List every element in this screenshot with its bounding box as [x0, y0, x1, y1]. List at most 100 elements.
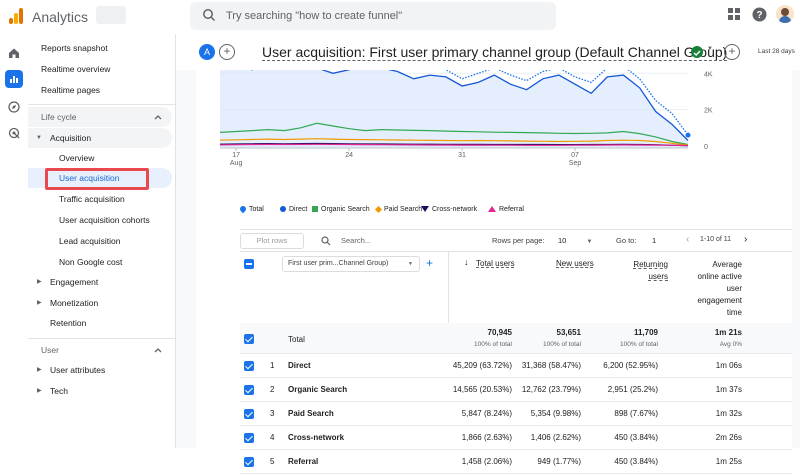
total-row-checkbox[interactable] — [244, 334, 254, 344]
row-checkbox[interactable] — [244, 433, 254, 443]
add-report-button[interactable]: + — [724, 44, 740, 60]
nav-user-attributes[interactable]: ▶ User attributes — [28, 360, 172, 380]
advertising-icon[interactable] — [5, 124, 23, 142]
series-line-organic-search — [220, 122, 689, 146]
app-title[interactable]: Analytics — [32, 9, 89, 25]
legend-item[interactable]: Paid Search — [374, 205, 423, 213]
analytics-logo[interactable] — [9, 8, 23, 24]
nav-user-acquisition-cohorts[interactable]: User acquisition cohorts — [59, 215, 150, 225]
row-checkbox[interactable] — [244, 385, 254, 395]
legend-circle-icon — [280, 206, 286, 213]
report-header: A + User acquisition: First user primary… — [176, 34, 800, 70]
row-value: 1,406 (2.62%) — [530, 433, 581, 442]
x-tick-label: Aug — [230, 160, 243, 167]
nav-retention[interactable]: Retention — [50, 318, 87, 328]
nav-realtime-overview[interactable]: Realtime overview — [41, 64, 111, 74]
prev-page-icon[interactable]: ‹ — [686, 234, 690, 245]
highlight-box — [45, 168, 149, 190]
row-value: 1m 06s — [715, 361, 742, 370]
account-selector[interactable] — [96, 6, 126, 24]
report-card: 17 Aug 24 31 07 Sep 4K 2K 0 Total Direct Organic S… — [196, 70, 792, 474]
nav-tech[interactable]: ▶ Tech — [28, 381, 172, 401]
explore-icon[interactable] — [5, 98, 23, 116]
select-all-checkbox[interactable] — [244, 259, 254, 269]
legend-item[interactable]: Total — [238, 204, 264, 214]
next-page-icon[interactable]: › — [744, 234, 748, 245]
row-index: 4 — [270, 433, 275, 442]
help-icon[interactable]: ? — [752, 7, 767, 22]
user-avatar[interactable] — [776, 5, 794, 23]
row-checkbox[interactable] — [244, 409, 254, 419]
nav-engagement[interactable]: ▶ Engagement — [28, 272, 172, 292]
row-checkbox[interactable] — [244, 457, 254, 467]
dimension-selector[interactable]: First user prim...Channel Group) ▼ — [282, 256, 420, 272]
pagination-label: 1-10 of 11 — [700, 236, 732, 243]
reports-icon[interactable] — [5, 70, 23, 88]
nav-user-attributes-label: User attributes — [50, 365, 106, 375]
nav-monetization[interactable]: ▶ Monetization — [28, 293, 172, 313]
col-total-users[interactable]: Total users — [476, 259, 515, 268]
row-value: 45,209 (63.72%) — [452, 361, 512, 370]
series-line-direct — [250, 70, 689, 141]
nav-overview[interactable]: Overview — [59, 153, 95, 163]
search-input[interactable]: Try searching "how to create funnel" — [190, 2, 556, 30]
apps-grid-icon[interactable] — [727, 7, 741, 21]
legend-item[interactable]: Direct — [280, 206, 307, 213]
row-value: 14,565 (20.53%) — [452, 385, 512, 394]
goto-input[interactable]: 1 — [652, 236, 657, 245]
row-channel-name: Cross-network — [288, 433, 345, 442]
rows-per-page-select[interactable]: 10 ▼ — [558, 236, 592, 245]
nav-traffic-acquisition[interactable]: Traffic acquisition — [59, 194, 125, 204]
home-icon[interactable] — [5, 44, 23, 62]
row-checkbox[interactable] — [244, 361, 254, 371]
nav-non-google-cost[interactable]: Non Google cost — [59, 257, 123, 267]
row-divider — [240, 425, 792, 426]
nav-acquisition[interactable]: ▼ Acquisition — [28, 128, 172, 148]
legend-drop-icon — [238, 204, 248, 214]
col-new-users[interactable]: New users — [556, 259, 594, 268]
row-divider — [240, 449, 792, 450]
plot-rows-button[interactable]: Plot rows — [240, 233, 304, 249]
nav-lead-acquisition[interactable]: Lead acquisition — [59, 236, 121, 246]
legend-item[interactable]: Organic Search — [312, 206, 370, 213]
nav-realtime-pages[interactable]: Realtime pages — [41, 85, 101, 95]
caret-right-icon: ▶ — [37, 388, 42, 394]
col-avg-engagement[interactable]: Average online active user engagement ti… — [697, 260, 742, 317]
nav-reports-snapshot[interactable]: Reports snapshot — [41, 43, 108, 53]
col-returning-users[interactable]: Returning users — [633, 260, 668, 281]
row-value: 450 (3.84%) — [614, 433, 658, 442]
nav-section-lifecycle-label: Life cycle — [41, 112, 77, 122]
legend-tri-up-icon — [488, 206, 496, 213]
nav-section-lifecycle[interactable]: Life cycle — [28, 107, 172, 127]
status-dropdown-icon[interactable]: ▼ — [707, 46, 713, 52]
table-toolbar: Plot rows Search... Rows per page: 10 ▼ … — [240, 229, 792, 251]
nav-section-user[interactable]: User — [28, 340, 172, 360]
nav-engagement-label: Engagement — [50, 277, 99, 287]
legend-item[interactable]: Cross-network — [421, 206, 477, 213]
page-title[interactable]: User acquisition: First user primary cha… — [262, 44, 728, 61]
caret-right-icon: ▶ — [37, 279, 42, 285]
table-search-input[interactable]: Search... — [341, 236, 372, 245]
comparison-avatar[interactable]: A — [199, 44, 215, 60]
row-divider — [240, 353, 792, 354]
row-value: 1,866 (2.63%) — [461, 433, 512, 442]
legend-item[interactable]: Referral — [488, 206, 524, 213]
chevron-up-icon — [154, 115, 162, 120]
add-dimension-button[interactable]: + — [426, 256, 434, 270]
add-comparison-button[interactable]: + — [219, 44, 235, 60]
legend-diamond-icon — [374, 205, 383, 213]
nav-tech-label: Tech — [50, 386, 68, 396]
row-value: 450 (3.84%) — [614, 457, 658, 466]
legend-label: Organic Search — [321, 206, 370, 213]
row-value: 949 (1.77%) — [537, 457, 581, 466]
row-channel-name: Referral — [288, 457, 319, 466]
nav-user-acquisition[interactable]: User acquisition — [28, 168, 172, 188]
legend-label: Cross-network — [432, 206, 478, 213]
date-range-label[interactable]: Last 28 days — [758, 48, 795, 55]
legend-label: Total — [249, 206, 264, 213]
status-check-icon[interactable] — [691, 46, 703, 58]
legend-label: Paid Search — [384, 206, 423, 213]
dropdown-arrow-icon: ▼ — [586, 239, 593, 245]
y-tick-label: 4K — [704, 71, 713, 78]
